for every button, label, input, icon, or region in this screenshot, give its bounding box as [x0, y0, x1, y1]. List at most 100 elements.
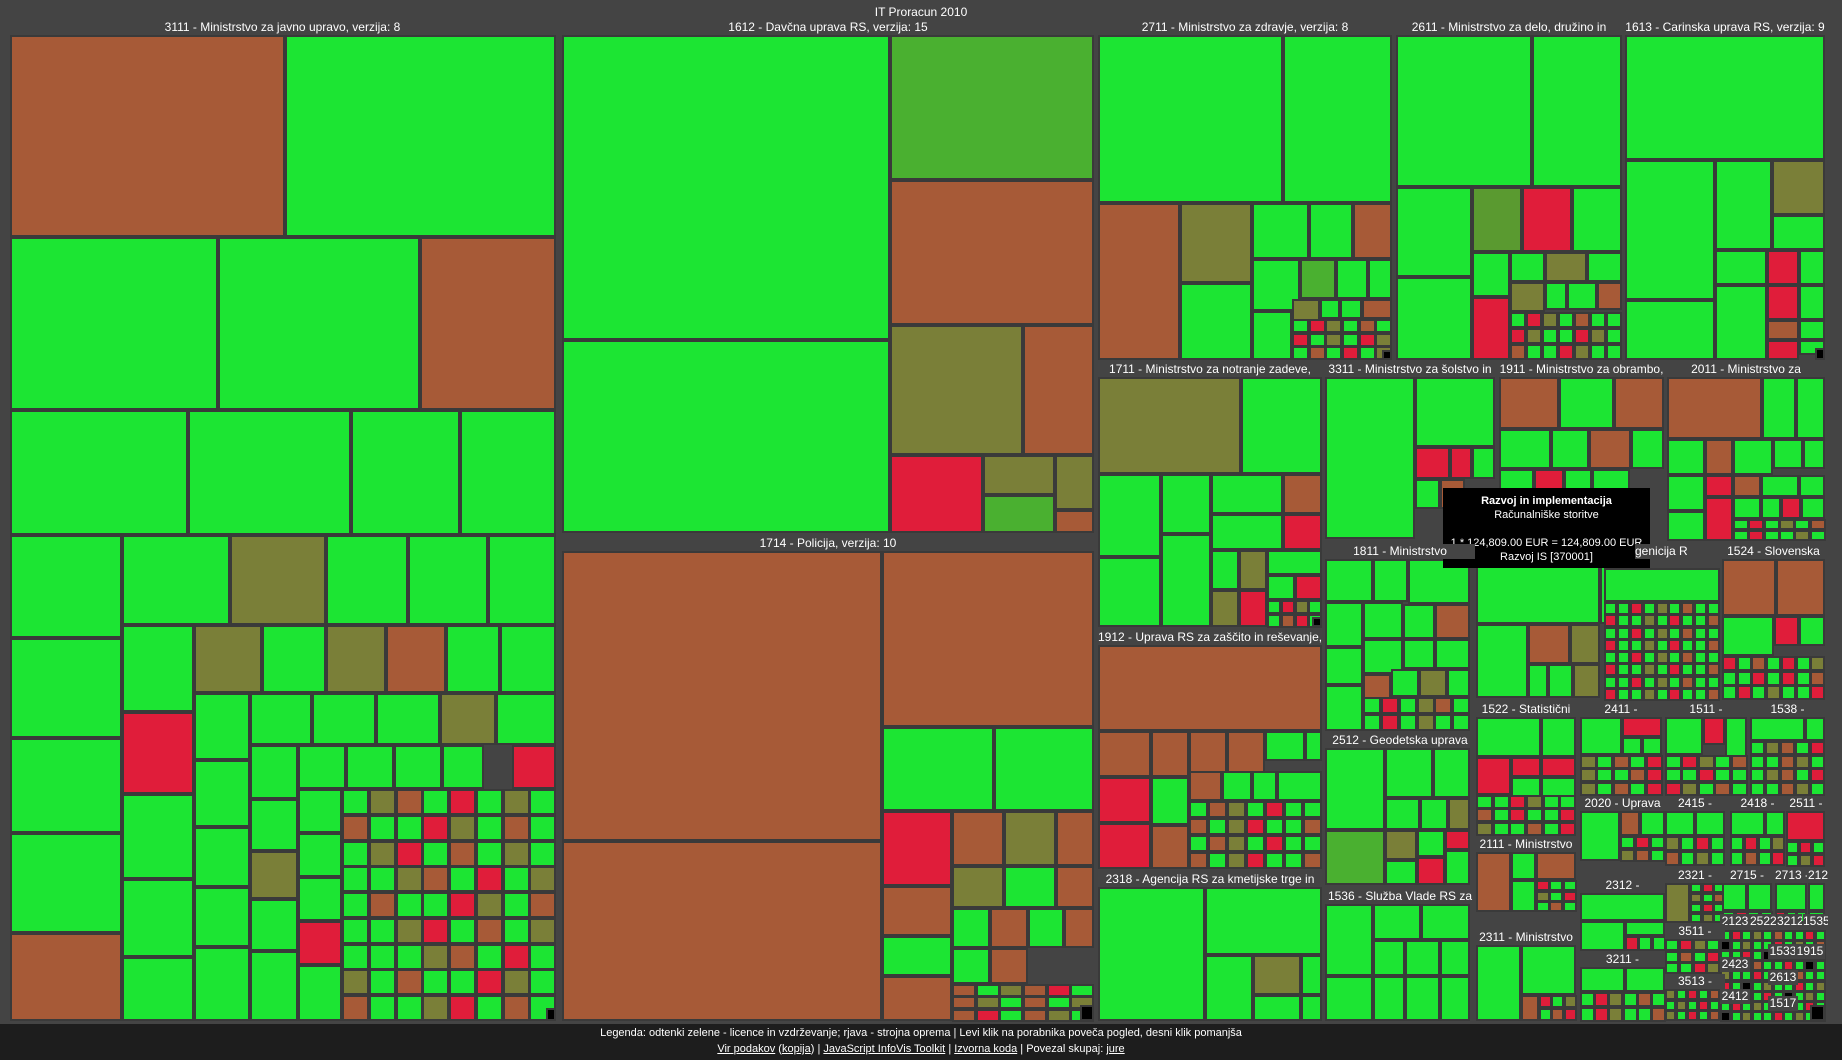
treemap-cell[interactable]: [1614, 377, 1664, 429]
group-header[interactable]: 2126: [1808, 868, 1828, 883]
treemap-cell[interactable]: [952, 996, 976, 1009]
treemap-cell[interactable]: [1559, 808, 1576, 822]
treemap-cell[interactable]: [1783, 1011, 1794, 1022]
treemap-cell[interactable]: [1780, 755, 1795, 769]
treemap-cell[interactable]: [1580, 755, 1597, 769]
treemap-cell[interactable]: [1308, 600, 1322, 614]
treemap-cell[interactable]: [449, 841, 476, 867]
group-header[interactable]: 2111 - Ministrstvo: [1476, 837, 1576, 852]
group-header[interactable]: 3513 -: [1665, 974, 1725, 989]
treemap-cell[interactable]: [1208, 801, 1227, 818]
treemap-cell[interactable]: [1795, 755, 1810, 769]
treemap-cell[interactable]: [442, 745, 484, 789]
treemap-cell[interactable]: [1363, 602, 1403, 639]
treemap-cell[interactable]: [1543, 822, 1560, 836]
treemap-cell[interactable]: [1706, 939, 1720, 951]
group-header[interactable]: 1612 - Davčna uprava RS, verzija: 15: [562, 20, 1094, 35]
treemap-cell[interactable]: [1629, 782, 1646, 796]
treemap-cell[interactable]: [1613, 768, 1630, 782]
treemap-cell[interactable]: [1698, 768, 1715, 782]
treemap-cell[interactable]: [1665, 851, 1680, 866]
treemap-cell[interactable]: [1733, 530, 1749, 541]
group-header[interactable]: 2715 -: [1722, 868, 1772, 883]
treemap-cell[interactable]: [1737, 685, 1752, 700]
treemap-cell[interactable]: [1574, 344, 1590, 360]
treemap-cell[interactable]: [396, 918, 423, 944]
treemap-cell[interactable]: [250, 899, 298, 951]
treemap-cell[interactable]: [1776, 559, 1825, 616]
treemap-cell[interactable]: [476, 866, 503, 892]
treemap-cell[interactable]: [1528, 664, 1548, 698]
treemap-cell[interactable]: [1381, 697, 1399, 714]
treemap-cell[interactable]: [1707, 663, 1720, 676]
group-header[interactable]: 2415 -: [1665, 796, 1725, 811]
treemap-cell[interactable]: [1810, 755, 1825, 769]
treemap-cell[interactable]: [1799, 285, 1825, 320]
treemap-cell[interactable]: [1211, 514, 1283, 550]
treemap-cell[interactable]: [1764, 530, 1780, 541]
group-header[interactable]: 1517: [1768, 996, 1798, 1011]
treemap-cell[interactable]: [1239, 550, 1267, 590]
treemap-cell[interactable]: [1698, 1010, 1709, 1021]
treemap-cell[interactable]: [1284, 818, 1303, 835]
treemap-cell[interactable]: [1445, 830, 1470, 850]
treemap-cell[interactable]: [1283, 474, 1322, 514]
treemap-cell[interactable]: [1714, 782, 1731, 796]
treemap-cell[interactable]: [394, 745, 442, 789]
treemap-cell[interactable]: [503, 944, 530, 970]
treemap-cell[interactable]: [1604, 663, 1617, 676]
treemap-cell[interactable]: [1810, 685, 1825, 700]
treemap-cell[interactable]: [122, 794, 194, 879]
treemap-cell[interactable]: [1604, 568, 1720, 602]
treemap-cell[interactable]: [1715, 250, 1767, 285]
treemap-cell[interactable]: [1292, 319, 1309, 333]
treemap-cell[interactable]: [1623, 1007, 1638, 1022]
treemap-cell[interactable]: [1643, 614, 1656, 627]
group-header[interactable]: 1912 - Uprava RS za zaščito in reševanje…: [1098, 630, 1322, 645]
treemap-cell[interactable]: [1433, 748, 1470, 798]
treemap-cell[interactable]: [218, 237, 420, 410]
treemap-cell[interactable]: [1795, 768, 1810, 782]
treemap-cell[interactable]: [1385, 748, 1433, 798]
treemap-cell[interactable]: [262, 625, 326, 693]
treemap-cell[interactable]: [1098, 35, 1283, 203]
treemap-cell[interactable]: [1440, 940, 1470, 976]
treemap-cell[interactable]: [1303, 852, 1322, 869]
group-header[interactable]: 2011 - Ministrstvo za: [1667, 362, 1825, 377]
treemap-cell[interactable]: [1765, 811, 1785, 836]
treemap-cell[interactable]: [369, 969, 396, 995]
treemap-cell[interactable]: [1707, 614, 1720, 627]
treemap-cell[interactable]: [1028, 908, 1064, 948]
treemap-cell[interactable]: [503, 841, 530, 867]
treemap-cell[interactable]: [446, 625, 500, 693]
treemap-cell[interactable]: [1694, 663, 1707, 676]
treemap-cell[interactable]: [1151, 731, 1189, 777]
treemap-cell[interactable]: [1795, 782, 1810, 796]
treemap-cell[interactable]: [1694, 688, 1707, 701]
treemap-cell[interactable]: [342, 969, 369, 995]
treemap-cell[interactable]: [10, 933, 122, 1021]
treemap-cell[interactable]: [1536, 880, 1550, 891]
treemap-cell[interactable]: [476, 841, 503, 867]
treemap-cell[interactable]: [1617, 614, 1630, 627]
group-header[interactable]: 1524 - Slovenska: [1722, 544, 1825, 559]
treemap-cell[interactable]: [500, 625, 556, 693]
treemap-cell[interactable]: [1189, 731, 1227, 777]
treemap-cell[interactable]: [1804, 970, 1815, 981]
treemap-cell[interactable]: [1799, 320, 1825, 340]
treemap-cell[interactable]: [1590, 344, 1606, 360]
treemap-cell[interactable]: [1781, 671, 1796, 686]
treemap-cell[interactable]: [999, 996, 1023, 1009]
treemap-cell[interactable]: [1638, 936, 1652, 951]
treemap-cell[interactable]: [1580, 893, 1665, 921]
treemap-cell[interactable]: [1252, 259, 1300, 311]
treemap-cell[interactable]: [1695, 851, 1710, 866]
treemap-cell[interactable]: [1646, 782, 1663, 796]
group-header[interactable]: 1911 - Ministrstvo za obrambo,: [1499, 362, 1664, 377]
treemap-cell[interactable]: [10, 237, 218, 410]
treemap-cell[interactable]: [1596, 755, 1613, 769]
treemap-cell[interactable]: [1567, 282, 1597, 310]
treemap-cell[interactable]: [529, 789, 556, 815]
treemap-cell[interactable]: [440, 693, 496, 745]
treemap-cell[interactable]: [194, 760, 250, 827]
